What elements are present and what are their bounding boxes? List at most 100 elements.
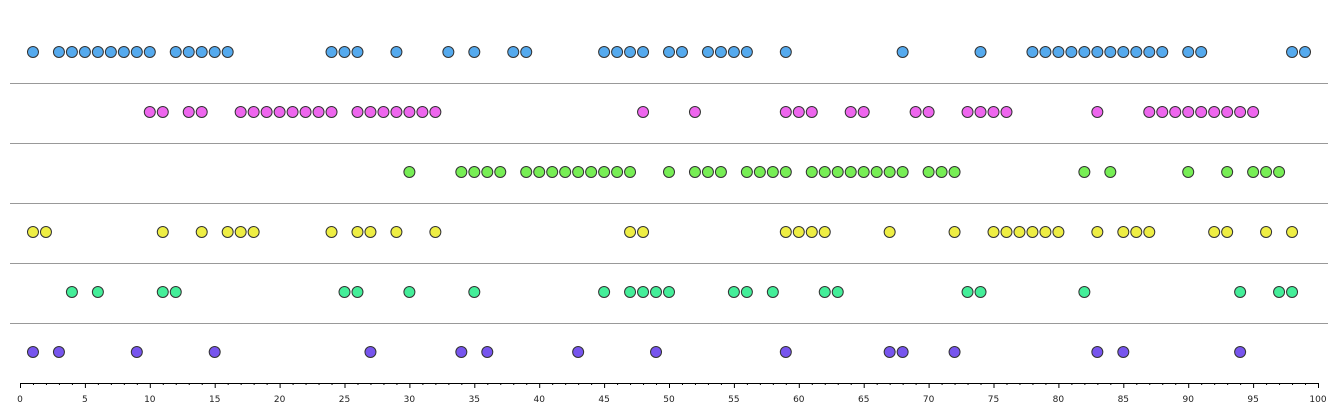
data-point	[805, 106, 818, 118]
data-point	[234, 226, 247, 238]
x-tick-label: 0	[17, 395, 23, 405]
data-point	[779, 166, 792, 178]
data-point	[1247, 106, 1260, 118]
data-point	[896, 46, 909, 58]
data-point	[624, 226, 637, 238]
data-point	[766, 286, 779, 298]
data-point	[455, 166, 468, 178]
data-point	[805, 166, 818, 178]
data-point	[688, 106, 701, 118]
data-point	[364, 226, 377, 238]
data-point	[1273, 166, 1286, 178]
data-point	[390, 226, 403, 238]
x-tick-label: 85	[1118, 395, 1129, 405]
data-point	[948, 226, 961, 238]
x-tick-label: 75	[988, 395, 999, 405]
data-point	[1234, 286, 1247, 298]
data-point	[1208, 226, 1221, 238]
data-point	[624, 46, 637, 58]
data-point	[961, 286, 974, 298]
data-point	[1130, 46, 1143, 58]
data-point	[234, 106, 247, 118]
data-point	[1026, 226, 1039, 238]
data-point	[1091, 106, 1104, 118]
data-point	[351, 226, 364, 238]
x-tick-label: 60	[793, 395, 805, 405]
data-point	[247, 106, 260, 118]
series-row-2	[143, 106, 1260, 118]
data-points	[26, 46, 1312, 358]
data-point	[1299, 46, 1312, 58]
data-point	[1208, 106, 1221, 118]
data-point	[1039, 226, 1052, 238]
x-tick-label: 90	[1182, 395, 1194, 405]
data-point	[987, 226, 1000, 238]
series-row-1	[26, 46, 1312, 58]
data-point	[494, 166, 507, 178]
data-point	[559, 166, 572, 178]
data-point	[247, 226, 260, 238]
data-point	[130, 346, 143, 358]
data-point	[104, 46, 117, 58]
data-point	[1169, 106, 1182, 118]
x-axis: 0 5 10 15 20 25 30 35 40 45 50 55 60 65 70 75 80 85 90 95 10…	[17, 383, 1327, 405]
data-point	[714, 166, 727, 178]
data-point	[572, 166, 585, 178]
data-point	[312, 106, 325, 118]
x-tick-label: 50	[663, 395, 675, 405]
data-point	[896, 166, 909, 178]
data-point	[208, 346, 221, 358]
data-point	[650, 346, 663, 358]
data-point	[1143, 226, 1156, 238]
data-point	[1221, 226, 1234, 238]
data-point	[987, 106, 1000, 118]
data-point	[974, 46, 987, 58]
data-point	[779, 46, 792, 58]
data-point	[520, 166, 533, 178]
data-point	[26, 226, 39, 238]
data-point	[1078, 46, 1091, 58]
data-point	[533, 166, 546, 178]
data-point	[663, 286, 675, 298]
data-point	[663, 166, 675, 178]
data-point	[831, 286, 844, 298]
data-point	[961, 106, 974, 118]
data-point	[481, 346, 494, 358]
data-point	[896, 346, 909, 358]
data-point	[598, 46, 611, 58]
data-point	[844, 106, 857, 118]
data-point	[818, 286, 831, 298]
data-point	[1117, 46, 1130, 58]
data-point	[156, 106, 169, 118]
data-point	[883, 166, 896, 178]
data-point	[857, 106, 870, 118]
series-row-4	[26, 226, 1299, 238]
data-point	[182, 106, 195, 118]
x-tick-label: 15	[209, 395, 220, 405]
data-point	[1182, 166, 1195, 178]
data-point	[883, 346, 896, 358]
data-point	[91, 46, 104, 58]
data-point	[143, 106, 156, 118]
data-point	[429, 226, 442, 238]
data-point	[390, 106, 403, 118]
data-point	[520, 46, 533, 58]
data-point	[338, 46, 351, 58]
data-point	[182, 46, 195, 58]
data-point	[1104, 166, 1117, 178]
data-point	[701, 166, 714, 178]
data-point	[935, 166, 948, 178]
data-point	[1273, 286, 1286, 298]
data-point	[52, 346, 65, 358]
data-point	[1117, 226, 1130, 238]
data-point	[507, 46, 520, 58]
row-separators	[10, 83, 1328, 324]
data-point	[169, 46, 182, 58]
data-point	[260, 106, 273, 118]
data-point	[753, 166, 766, 178]
data-point	[156, 226, 169, 238]
x-tick-label: 80	[1053, 395, 1065, 405]
data-point	[714, 46, 727, 58]
data-point	[1091, 226, 1104, 238]
